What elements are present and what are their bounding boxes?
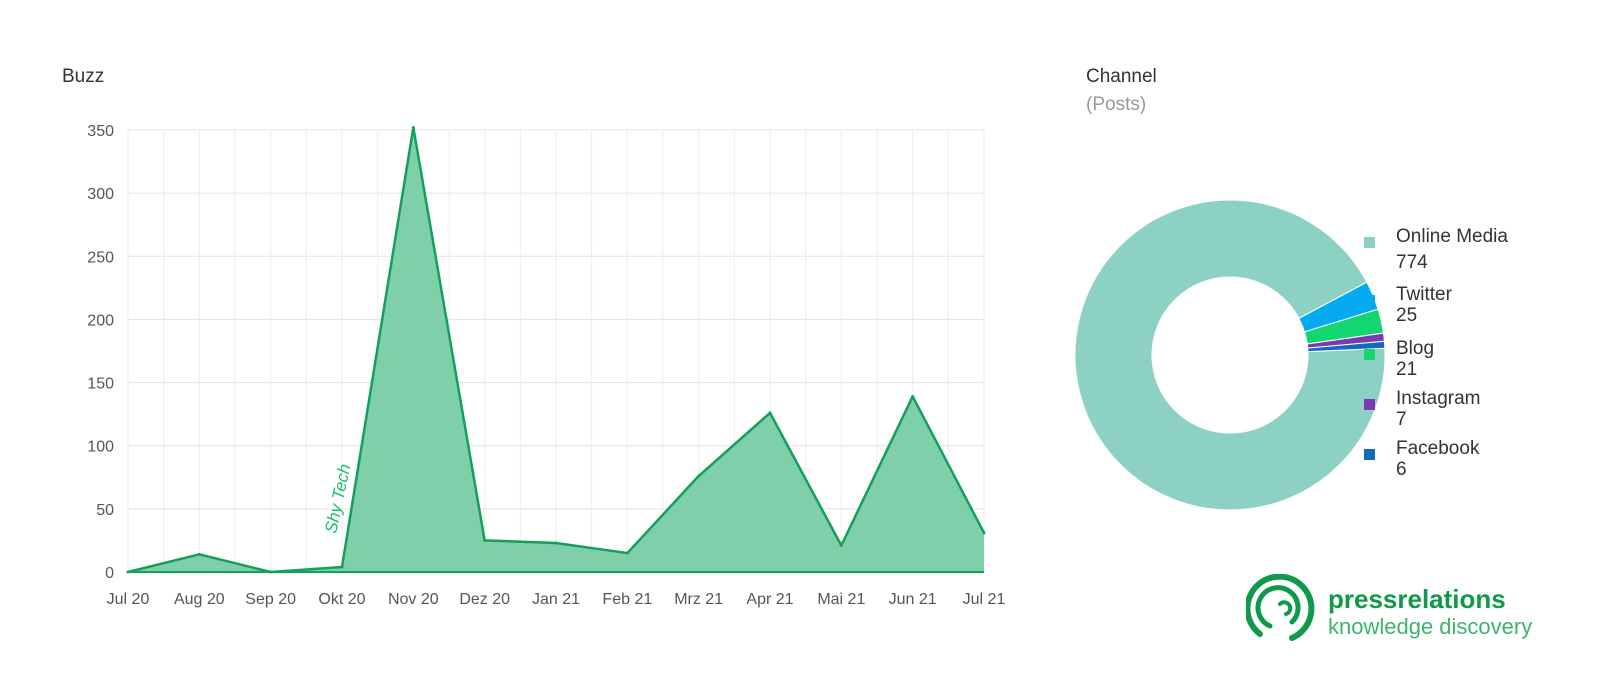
legend-value: 25 bbox=[1396, 305, 1418, 326]
buzz-data-point bbox=[697, 474, 701, 478]
legend-swatch bbox=[1364, 237, 1375, 248]
buzz-data-point bbox=[982, 531, 986, 535]
legend-item-twitter[interactable]: Twitter 25 bbox=[1362, 284, 1452, 326]
buzz-area-chart: 0 50 100 150 200 250 300 350 Jul 20 Aug 20 Sep 20 O… bbox=[87, 123, 1006, 608]
buzz-data-point bbox=[483, 538, 487, 542]
x-tick-label: Jul 20 bbox=[107, 591, 150, 608]
x-tick-label: Apr 21 bbox=[746, 591, 793, 608]
y-tick-label: 350 bbox=[87, 123, 114, 140]
x-tick-label: Jul 21 bbox=[963, 591, 1006, 608]
buzz-data-point bbox=[768, 411, 772, 415]
x-tick-label: Dez 20 bbox=[459, 591, 510, 608]
logo-wordmark: pressrelations bbox=[1328, 584, 1506, 614]
buzz-data-point bbox=[340, 565, 344, 569]
buzz-data-point bbox=[197, 552, 201, 556]
y-tick-label: 200 bbox=[87, 312, 114, 329]
x-tick-label: Mai 21 bbox=[817, 591, 865, 608]
buzz-chart-title: Buzz bbox=[62, 66, 105, 87]
legend-item-facebook[interactable]: Facebook 6 bbox=[1362, 438, 1479, 480]
buzz-data-point bbox=[839, 543, 843, 547]
legend-value: 7 bbox=[1396, 409, 1407, 430]
legend-value: 6 bbox=[1396, 459, 1407, 480]
legend-label: Instagram bbox=[1396, 388, 1481, 409]
legend-item-online-media[interactable]: Online Media 774 bbox=[1362, 226, 1508, 273]
legend-label: Facebook bbox=[1396, 438, 1480, 459]
x-tick-label: Jun 21 bbox=[889, 591, 937, 608]
pressrelations-logo-mark-icon bbox=[1246, 574, 1315, 641]
x-tick-label: Nov 20 bbox=[388, 591, 439, 608]
legend-swatch bbox=[1364, 449, 1375, 460]
legend-value: 774 bbox=[1396, 252, 1428, 273]
y-tick-label: 100 bbox=[87, 439, 114, 456]
legend-label: Twitter bbox=[1396, 284, 1452, 305]
buzz-data-point bbox=[126, 570, 130, 574]
y-tick-label: 50 bbox=[96, 502, 114, 519]
x-tick-label: Aug 20 bbox=[174, 591, 225, 608]
channel-chart-title: Channel bbox=[1086, 66, 1157, 87]
legend-swatch bbox=[1364, 349, 1375, 360]
x-tick-label: Feb 21 bbox=[602, 591, 652, 608]
legend-swatch bbox=[1364, 399, 1375, 410]
x-tick-label: Mrz 21 bbox=[674, 591, 723, 608]
buzz-data-point bbox=[269, 570, 273, 574]
buzz-area-fill bbox=[128, 127, 984, 572]
legend-value: 21 bbox=[1396, 359, 1418, 380]
x-tick-label: Jan 21 bbox=[532, 591, 580, 608]
logo-tagline: knowledge discovery bbox=[1328, 614, 1533, 639]
x-tick-label: Okt 20 bbox=[318, 591, 365, 608]
y-tick-label: 300 bbox=[87, 186, 114, 203]
channel-chart-subtitle: (Posts) bbox=[1086, 94, 1147, 115]
legend-item-blog[interactable]: Blog 21 bbox=[1362, 338, 1434, 380]
buzz-data-point bbox=[411, 125, 415, 129]
y-tick-label: 250 bbox=[87, 249, 114, 266]
legend-label: Blog bbox=[1396, 338, 1435, 359]
y-tick-label: 150 bbox=[87, 376, 114, 393]
buzz-data-point bbox=[625, 551, 629, 555]
x-tick-label: Sep 20 bbox=[245, 591, 296, 608]
pressrelations-logo: pressrelations knowledge discovery bbox=[1246, 574, 1576, 646]
buzz-data-point bbox=[554, 541, 558, 545]
legend-label: Online Media bbox=[1396, 226, 1508, 247]
donut-slice-online-media bbox=[1074, 199, 1386, 511]
legend-item-instagram[interactable]: Instagram 7 bbox=[1362, 388, 1480, 430]
buzz-data-point bbox=[911, 394, 915, 398]
channel-donut-chart bbox=[1074, 199, 1386, 511]
legend-swatch bbox=[1364, 295, 1375, 306]
y-tick-label: 0 bbox=[105, 565, 114, 582]
